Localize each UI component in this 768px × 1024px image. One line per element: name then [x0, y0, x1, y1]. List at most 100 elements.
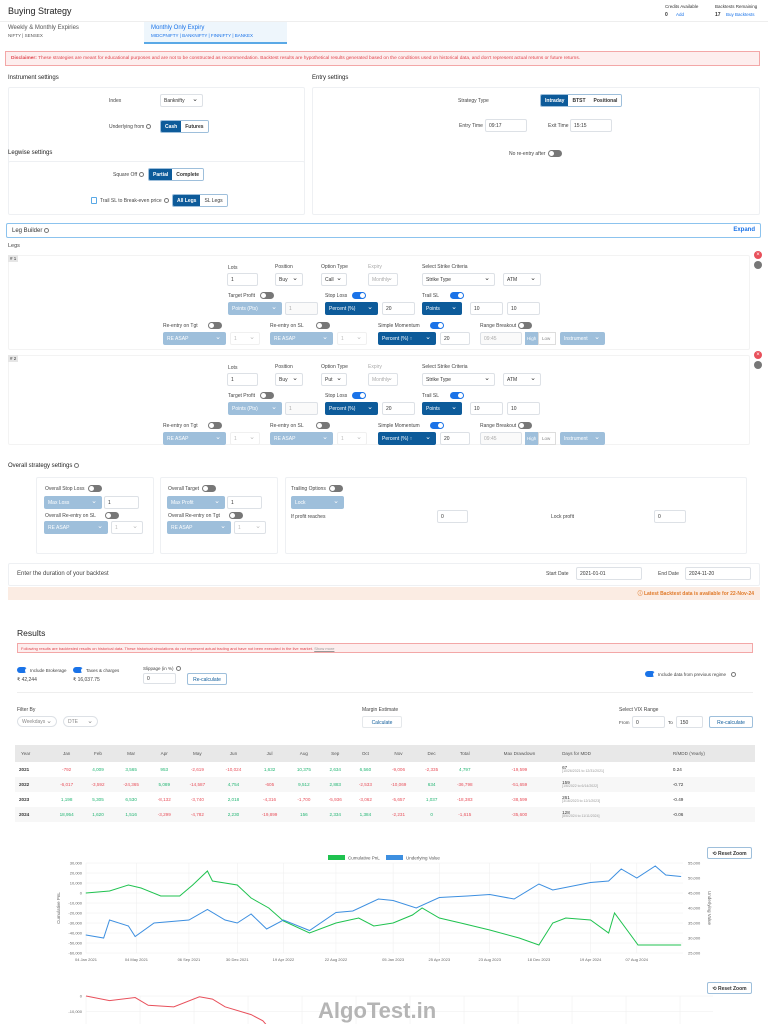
trail-sl-mode-select[interactable]: Points: [422, 402, 462, 415]
range-time-input[interactable]: 09:45: [480, 432, 522, 445]
reset-zoom-button[interactable]: ⟲ Reset Zoom: [707, 847, 752, 859]
add-credits-link[interactable]: Add: [676, 12, 685, 17]
copy-leg-icon[interactable]: [754, 361, 762, 369]
strategy-type-toggle[interactable]: Intraday BTST Positional: [540, 94, 623, 107]
lots-input[interactable]: 1: [227, 373, 258, 386]
range-high-button[interactable]: High: [525, 432, 538, 445]
overall-target-value[interactable]: 1: [227, 496, 262, 509]
overall-re-tgt-mode[interactable]: RE ASAP: [167, 521, 231, 534]
tab-monthly-only[interactable]: Monthly Only Expiry MIDCPNIFTY | BANKNIF…: [144, 22, 287, 44]
stop-loss-toggle[interactable]: [352, 292, 366, 299]
strike-type-select[interactable]: Strike Type: [422, 373, 495, 386]
overall-re-tgt-toggle[interactable]: [229, 512, 243, 519]
entry-time-input[interactable]: 09:17: [485, 119, 527, 132]
momentum-value-input[interactable]: 20: [440, 332, 470, 345]
reentry-sl-mode[interactable]: RE ASAP: [270, 332, 333, 345]
range-source-select[interactable]: Instrument: [560, 332, 605, 345]
strategy-intraday[interactable]: Intraday: [541, 95, 569, 106]
calculate-button[interactable]: Calculate: [362, 716, 402, 728]
trailing-options-toggle[interactable]: [329, 485, 343, 492]
stop-loss-toggle[interactable]: [352, 392, 366, 399]
trail-y-input[interactable]: 10: [507, 402, 540, 415]
target-mode-select[interactable]: Points (Pts): [228, 302, 282, 315]
square-off-complete[interactable]: Complete: [172, 169, 204, 180]
trail-y-input[interactable]: 10: [507, 302, 540, 315]
prev-regime-toggle[interactable]: [645, 671, 658, 677]
target-mode-select[interactable]: Points (Pts): [228, 402, 282, 415]
range-high-button[interactable]: High: [525, 332, 538, 345]
remove-leg-icon[interactable]: ×: [754, 351, 762, 359]
reentry-tgt-toggle[interactable]: [208, 422, 222, 429]
reentry-tgt-toggle[interactable]: [208, 322, 222, 329]
momentum-value-input[interactable]: 20: [440, 432, 470, 445]
taxes-toggle[interactable]: [73, 667, 86, 673]
overall-sl-value[interactable]: 1: [104, 496, 139, 509]
reset-zoom-button-2[interactable]: ⟲ Reset Zoom: [707, 982, 752, 994]
drawdown-chart[interactable]: 0-10,000-20,000: [0, 985, 768, 1024]
pnl-underlying-chart[interactable]: 30,000 20,000 10,000 0 -10,000 -20,000 -30,000…: [0, 850, 768, 975]
no-reentry-toggle[interactable]: [548, 150, 562, 157]
range-low-button[interactable]: Low: [538, 332, 556, 345]
overall-re-sl-mode[interactable]: RE ASAP: [44, 521, 108, 534]
target-value-input[interactable]: 1: [285, 302, 318, 315]
range-source-select[interactable]: Instrument: [560, 432, 605, 445]
weekdays-filter[interactable]: Weekdays: [17, 716, 57, 727]
reentry-sl-count[interactable]: 1: [337, 432, 367, 445]
overall-sl-toggle[interactable]: [88, 485, 102, 492]
copy-leg-icon[interactable]: [754, 261, 762, 269]
vix-to-input[interactable]: 150: [676, 716, 703, 728]
position-select[interactable]: Buy: [275, 373, 303, 386]
lock-profit-input[interactable]: 0: [654, 510, 686, 523]
reentry-sl-toggle[interactable]: [316, 422, 330, 429]
target-value-input[interactable]: 1: [285, 402, 318, 415]
vix-from-input[interactable]: 0: [632, 716, 665, 728]
option-type-select[interactable]: Call: [321, 273, 347, 286]
option-type-select[interactable]: Put: [321, 373, 347, 386]
trail-sl-mode-select[interactable]: Points: [422, 302, 462, 315]
strike-type-select[interactable]: Strike Type: [422, 273, 495, 286]
index-select[interactable]: Banknifty: [160, 94, 203, 107]
reentry-tgt-count[interactable]: 1: [230, 432, 260, 445]
tab-weekly-monthly[interactable]: Weekly & Monthly Expiries NIFTY | SENSEX: [0, 22, 143, 44]
overall-sl-mode[interactable]: Max Loss: [44, 496, 102, 509]
trail-sl-legs[interactable]: SL Legs: [200, 195, 227, 206]
recalculate-button[interactable]: Re-calculate: [187, 673, 227, 685]
square-off-toggle[interactable]: Partial Complete: [148, 168, 205, 181]
leg-builder-bar[interactable]: Leg Builder Expand: [6, 223, 761, 238]
reentry-tgt-mode[interactable]: RE ASAP: [163, 432, 226, 445]
reentry-tgt-count[interactable]: 1: [230, 332, 260, 345]
trail-legs-toggle[interactable]: All Legs SL Legs: [172, 194, 228, 207]
strike-select[interactable]: ATM: [503, 273, 541, 286]
start-date-input[interactable]: 2021-01-01: [576, 567, 642, 580]
trailing-mode[interactable]: Lock: [291, 496, 344, 509]
range-breakout-toggle[interactable]: [518, 322, 532, 329]
vix-recalculate-button[interactable]: Re-calculate: [709, 716, 753, 728]
reentry-sl-count[interactable]: 1: [337, 332, 367, 345]
overall-re-tgt-count[interactable]: 1: [234, 521, 266, 534]
trail-x-input[interactable]: 10: [470, 302, 503, 315]
include-brokerage-toggle[interactable]: [17, 667, 30, 673]
profit-reaches-input[interactable]: 0: [437, 510, 468, 523]
momentum-toggle[interactable]: [430, 322, 444, 329]
range-low-button[interactable]: Low: [538, 432, 556, 445]
slippage-input[interactable]: 0: [143, 673, 176, 684]
overall-target-mode[interactable]: Max Profit: [167, 496, 225, 509]
dte-filter[interactable]: DTE: [63, 716, 98, 727]
strategy-positional[interactable]: Positional: [589, 95, 622, 106]
expand-button[interactable]: Expand: [733, 227, 755, 233]
range-time-input[interactable]: 09:45: [480, 332, 522, 345]
overall-target-toggle[interactable]: [202, 485, 216, 492]
overall-re-sl-count[interactable]: 1: [111, 521, 143, 534]
remove-leg-icon[interactable]: ×: [754, 251, 762, 259]
range-breakout-toggle[interactable]: [518, 422, 532, 429]
underlying-toggle[interactable]: Cash Futures: [160, 120, 209, 133]
trail-sl-toggle[interactable]: [450, 392, 464, 399]
momentum-mode-select[interactable]: Percent (%) ↑: [378, 432, 436, 445]
trail-sl-toggle[interactable]: [450, 292, 464, 299]
show-more-link[interactable]: Show more: [314, 646, 335, 651]
strategy-btst[interactable]: BTST: [568, 95, 590, 106]
expiry-select[interactable]: Monthly: [368, 273, 398, 286]
trail-breakeven-checkbox[interactable]: [91, 197, 97, 204]
position-select[interactable]: Buy: [275, 273, 303, 286]
reentry-sl-mode[interactable]: RE ASAP: [270, 432, 333, 445]
